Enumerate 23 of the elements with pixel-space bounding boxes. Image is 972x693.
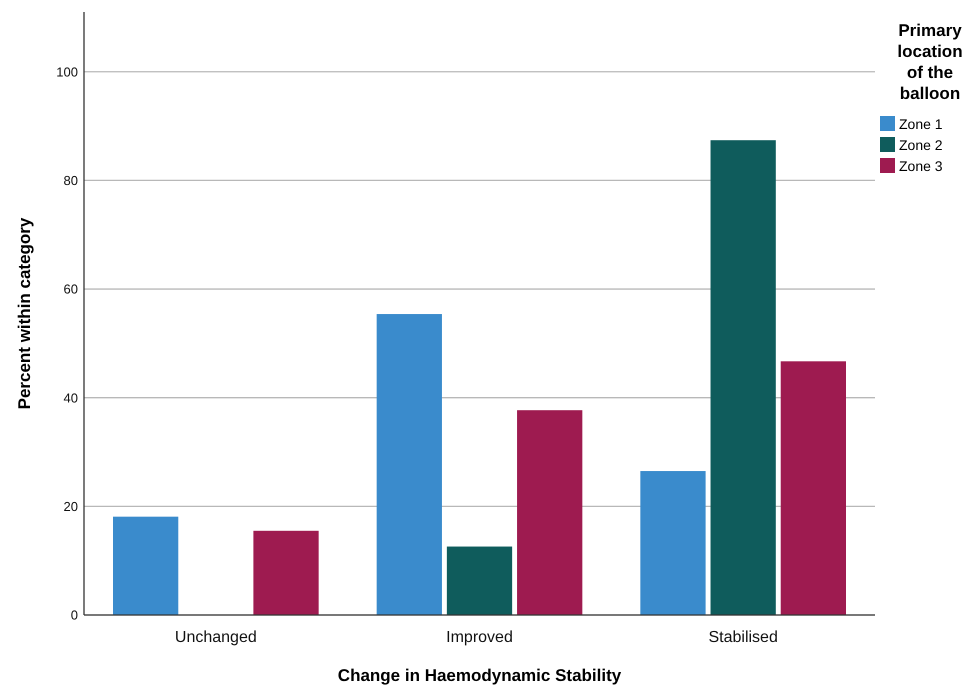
legend-title: Primary location of the balloon — [897, 21, 963, 103]
legend-label: Zone 2 — [899, 136, 943, 153]
y-tick-label: 40 — [64, 390, 78, 406]
bar — [517, 410, 582, 615]
y-axis-title: Percent within category — [15, 217, 34, 410]
y-tick-label: 0 — [70, 608, 78, 623]
bar — [376, 314, 442, 615]
x-tick-label: Stabilised — [708, 629, 778, 646]
bar — [640, 471, 706, 615]
bar — [113, 516, 178, 615]
legend-label: Zone 1 — [899, 116, 943, 132]
y-tick-label: 100 — [56, 64, 78, 80]
x-tick-label: Improved — [446, 629, 513, 646]
y-tick-label: 80 — [64, 172, 78, 188]
bar — [446, 546, 512, 615]
y-tick-label: 60 — [64, 282, 78, 297]
legend-label: Zone 3 — [899, 158, 943, 174]
x-axis-title: Change in Haemodynamic Stability — [338, 666, 622, 685]
x-tick-label: Unchanged — [174, 629, 257, 646]
bar — [780, 361, 846, 615]
bar — [710, 140, 776, 615]
y-tick-label: 20 — [64, 498, 78, 514]
bar — [253, 530, 319, 615]
